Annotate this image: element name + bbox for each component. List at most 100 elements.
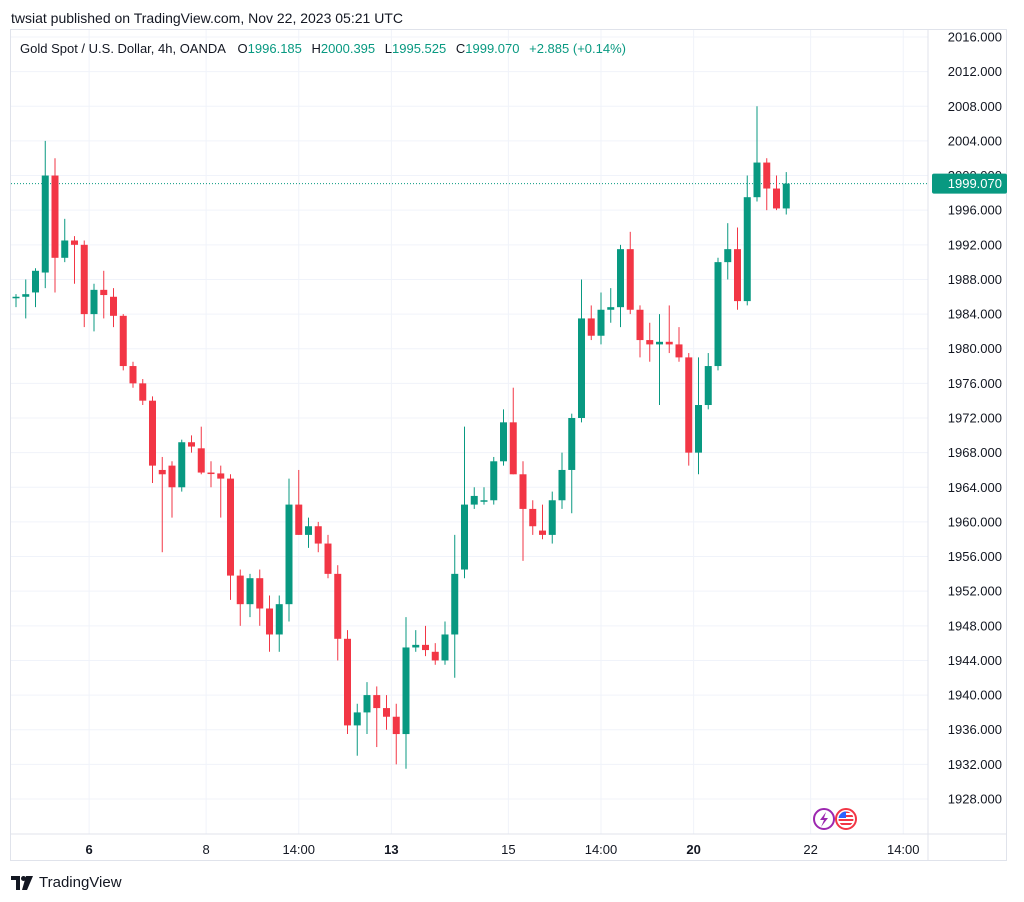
y-tick-label: 1944.000 xyxy=(948,653,1002,668)
candle-down[interactable] xyxy=(383,695,390,730)
candle-up[interactable] xyxy=(61,218,69,263)
candle-down[interactable] xyxy=(344,630,351,735)
candle-down[interactable] xyxy=(675,327,683,362)
candle-down[interactable] xyxy=(685,353,693,466)
candle-down[interactable] xyxy=(168,461,176,518)
candle-down[interactable] xyxy=(110,288,117,328)
candle-up[interactable] xyxy=(412,630,420,652)
candle-up[interactable] xyxy=(402,617,410,769)
symbol-legend[interactable]: Gold Spot / U.S. Dollar, 4h, OANDA O1996… xyxy=(20,41,626,56)
chart-frame[interactable] xyxy=(10,29,1007,861)
candle-down[interactable] xyxy=(636,305,644,358)
candle-down[interactable] xyxy=(100,270,108,319)
candle-down[interactable] xyxy=(295,469,303,535)
candle-down[interactable] xyxy=(626,231,634,315)
candle-up[interactable] xyxy=(480,487,488,505)
candle-down[interactable] xyxy=(139,379,147,406)
candle-up[interactable] xyxy=(305,517,312,548)
candle-down[interactable] xyxy=(149,396,156,483)
symbol-name[interactable]: Gold Spot / U.S. Dollar, 4h, OANDA xyxy=(20,41,226,56)
candle-down[interactable] xyxy=(188,435,195,453)
candle-down[interactable] xyxy=(266,595,273,652)
candle-down[interactable] xyxy=(217,465,225,518)
candle-down[interactable] xyxy=(665,305,673,354)
x-tick-label: 14:00 xyxy=(887,842,920,857)
candle-body xyxy=(168,465,176,488)
candle-up[interactable] xyxy=(490,456,498,505)
candle-body xyxy=(587,318,595,336)
candle-up[interactable] xyxy=(22,279,30,319)
candle-up[interactable] xyxy=(363,682,371,735)
candle-down[interactable] xyxy=(51,158,59,293)
candle-up[interactable] xyxy=(441,621,449,665)
candle-body xyxy=(119,315,127,367)
candle-down[interactable] xyxy=(197,426,205,475)
candle-down[interactable] xyxy=(314,521,322,553)
candle-down[interactable] xyxy=(422,625,429,657)
candle-up[interactable] xyxy=(275,595,283,652)
candle-up[interactable] xyxy=(724,223,732,280)
x-tick-label: 15 xyxy=(501,842,515,857)
candle-up[interactable] xyxy=(704,353,712,410)
candle-down[interactable] xyxy=(119,314,127,371)
candle-down[interactable] xyxy=(207,461,215,488)
candle-up[interactable] xyxy=(743,175,751,306)
candle-down[interactable] xyxy=(431,643,439,665)
candle-up[interactable] xyxy=(178,439,186,492)
candle-down[interactable] xyxy=(773,175,780,211)
candle-up[interactable] xyxy=(782,172,790,215)
candle-up[interactable] xyxy=(714,257,722,371)
candle-down[interactable] xyxy=(80,240,88,328)
last-price-badge xyxy=(932,173,1007,194)
candle-down[interactable] xyxy=(529,500,537,535)
candle-up[interactable] xyxy=(695,357,702,475)
candle-up[interactable] xyxy=(32,268,39,308)
candle-up[interactable] xyxy=(607,288,615,323)
candle-up[interactable] xyxy=(568,413,576,514)
candle-up[interactable] xyxy=(470,487,478,509)
candle-up[interactable] xyxy=(12,294,20,308)
tradingview-footer[interactable]: TradingView xyxy=(11,874,122,891)
candle-down[interactable] xyxy=(334,565,342,661)
last-price-value: 1999.070 xyxy=(948,176,1002,191)
candle-up[interactable] xyxy=(597,292,605,345)
candle-body xyxy=(314,526,322,544)
y-tick-label: 1952.000 xyxy=(948,584,1002,599)
candle-down[interactable] xyxy=(227,474,234,600)
candle-down[interactable] xyxy=(539,504,546,540)
candle-up[interactable] xyxy=(753,106,761,202)
candle-body xyxy=(675,344,683,358)
candle-body xyxy=(71,240,78,245)
candle-up[interactable] xyxy=(285,478,293,622)
candle-up[interactable] xyxy=(656,314,663,406)
candle-up[interactable] xyxy=(558,452,566,509)
candle-up[interactable] xyxy=(353,703,361,756)
candle-down[interactable] xyxy=(763,158,771,211)
candle-down[interactable] xyxy=(519,461,527,561)
candle-up[interactable] xyxy=(461,426,468,579)
candle-up[interactable] xyxy=(548,491,556,544)
candle-down[interactable] xyxy=(158,456,166,553)
candle-up[interactable] xyxy=(617,244,624,328)
candle-up[interactable] xyxy=(41,140,49,289)
candle-down[interactable] xyxy=(587,305,595,341)
candle-down[interactable] xyxy=(392,703,400,765)
candle-up[interactable] xyxy=(90,283,98,332)
candle-up[interactable] xyxy=(451,534,459,678)
candle-up[interactable] xyxy=(500,409,507,466)
candle-body xyxy=(236,575,244,605)
candle-down[interactable] xyxy=(373,686,381,748)
candle-down[interactable] xyxy=(71,236,78,284)
candle-down[interactable] xyxy=(236,569,244,626)
candle-down[interactable] xyxy=(734,227,741,310)
candle-down[interactable] xyxy=(646,322,654,362)
candle-down[interactable] xyxy=(509,387,517,475)
candle-up[interactable] xyxy=(578,279,585,423)
candle-down[interactable] xyxy=(129,361,137,388)
x-tick-label: 6 xyxy=(86,842,93,857)
candle-body xyxy=(139,383,147,401)
candle-down[interactable] xyxy=(256,569,264,626)
candle-down[interactable] xyxy=(324,534,332,579)
candle-up[interactable] xyxy=(246,573,254,618)
